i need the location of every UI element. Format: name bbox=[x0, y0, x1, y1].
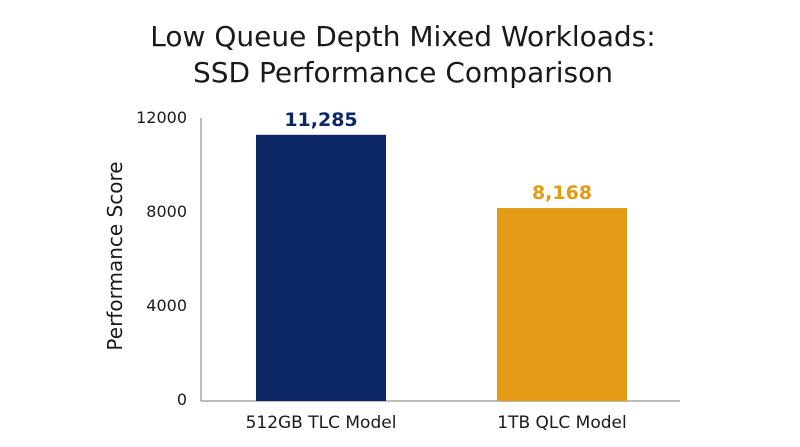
chart-title-line-1: Low Queue Depth Mixed Workloads: bbox=[150, 20, 655, 53]
x-category-label-1: 512GB TLC Model bbox=[246, 413, 397, 433]
y-tick-label: 8000 bbox=[146, 202, 187, 221]
y-tick-label: 12000 bbox=[136, 108, 187, 127]
chart-title: Low Queue Depth Mixed Workloads: SSD Per… bbox=[150, 20, 655, 89]
data-label-1: 11,285 bbox=[284, 109, 357, 131]
plot-area: 0 4000 8000 12000 11,285 512GB TLC Model 8,168… bbox=[136, 108, 680, 433]
data-label-2: 8,168 bbox=[532, 182, 592, 204]
x-category-label-2: 1TB QLC Model bbox=[497, 413, 626, 433]
bar-1 bbox=[256, 134, 386, 402]
bar-2 bbox=[497, 208, 627, 401]
y-tick-label: 0 bbox=[177, 390, 187, 409]
chart-title-line-2: SSD Performance Comparison bbox=[193, 56, 613, 89]
y-axis-label: Performance Score bbox=[103, 161, 127, 350]
y-tick-label: 4000 bbox=[146, 296, 187, 315]
